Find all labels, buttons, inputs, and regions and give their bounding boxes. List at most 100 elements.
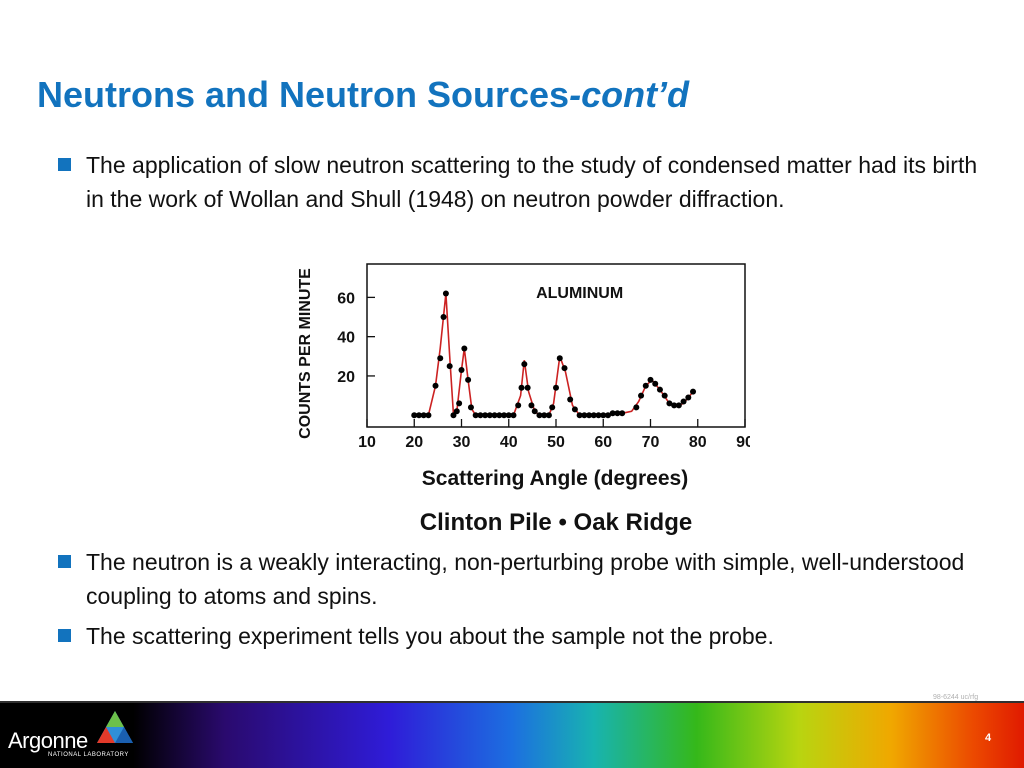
bullet-text: The neutron is a weakly interacting, non… — [86, 549, 965, 609]
plot-layer: 10 20 30 40 50 60 70 80 90 20 40 60 ALUMINUM COUNTS P… — [297, 263, 750, 536]
data-point — [458, 367, 465, 374]
data-point — [604, 412, 611, 419]
data-point — [571, 406, 578, 413]
data-point — [642, 382, 649, 389]
y-tick-label: 20 — [337, 369, 355, 386]
x-tick-label: 80 — [689, 434, 707, 451]
data-point — [472, 412, 479, 419]
data-point — [647, 376, 654, 383]
data-point — [553, 384, 559, 391]
data-point — [600, 412, 607, 419]
argonne-logo-subtext: NATIONAL LABORATORY — [48, 752, 129, 758]
data-point — [619, 410, 626, 417]
data-point — [633, 404, 640, 411]
data-point — [486, 412, 493, 419]
data-point — [680, 398, 687, 405]
slide-credit: 98-6244 uc/rfg — [933, 694, 979, 701]
data-point — [528, 402, 535, 409]
data-point — [581, 412, 588, 419]
data-point — [518, 384, 525, 391]
data-point — [586, 412, 593, 419]
data-point — [638, 392, 645, 399]
data-point — [450, 412, 457, 419]
data-point — [576, 412, 583, 419]
data-point — [521, 361, 528, 368]
bullet-item: The application of slow neutron scatteri… — [58, 148, 978, 216]
data-point — [415, 412, 422, 419]
data-point — [440, 314, 447, 321]
bullet-item: The scattering experiment tells you abou… — [58, 619, 978, 653]
x-tick-label: 30 — [453, 434, 471, 451]
data-point — [549, 404, 556, 411]
data-point — [671, 402, 678, 409]
data-point — [437, 355, 444, 362]
data-point — [482, 412, 489, 419]
slide-title-suffix: -cont’d — [569, 74, 690, 115]
data-point — [656, 386, 663, 393]
data-point — [567, 396, 574, 403]
page-number: 4 — [985, 732, 992, 744]
data-point — [442, 290, 449, 297]
data-point — [465, 376, 472, 383]
bullet-item: The neutron is a weakly interacting, non… — [58, 545, 978, 613]
data-point — [690, 388, 697, 395]
y-axis-label: COUNTS PER MINUTE — [297, 268, 314, 439]
data-point — [609, 410, 616, 417]
chart-caption: Clinton Pile • Oak Ridge — [420, 509, 692, 536]
data-point — [666, 400, 673, 407]
data-point — [524, 384, 531, 391]
slide-title: Neutrons and Neutron Sources-cont’d — [37, 74, 689, 116]
x-tick-label: 20 — [405, 434, 423, 451]
x-axis-label: Scattering Angle (degrees) — [422, 467, 688, 490]
data-point — [461, 345, 468, 352]
bullet-square-icon — [58, 555, 71, 568]
data-point — [453, 408, 460, 415]
bullet-square-icon — [58, 629, 71, 642]
fit-curve-line — [414, 293, 694, 418]
data-point — [515, 402, 522, 409]
footer-divider — [0, 701, 1024, 703]
y-tick-label: 40 — [337, 330, 355, 347]
data-point — [590, 412, 597, 419]
bullet-square-icon — [58, 158, 71, 171]
data-point — [425, 412, 432, 419]
data-point — [510, 412, 517, 419]
data-point — [661, 392, 668, 399]
data-point — [432, 382, 439, 389]
x-tick-label: 60 — [594, 434, 612, 451]
data-point — [446, 363, 453, 370]
data-point — [456, 400, 463, 407]
x-tick-label: 40 — [500, 434, 518, 451]
data-point — [467, 404, 474, 411]
data-point — [501, 412, 508, 419]
x-tick-label: 70 — [642, 434, 660, 451]
data-point — [561, 365, 568, 372]
x-tick-label: 50 — [547, 434, 565, 451]
data-point — [531, 408, 538, 415]
data-point — [536, 412, 543, 419]
data-point — [556, 355, 563, 362]
data-point — [477, 412, 484, 419]
argonne-logo-icon — [97, 711, 133, 743]
data-point — [652, 380, 659, 387]
data-point — [595, 412, 602, 419]
data-point — [420, 412, 427, 419]
x-tick-label: 10 — [358, 434, 376, 451]
y-tick-label: 60 — [337, 290, 355, 307]
data-point — [491, 412, 498, 419]
x-tick-label: 90 — [736, 434, 750, 451]
data-point — [614, 410, 621, 417]
data-point — [685, 394, 692, 401]
bullet-text: The application of slow neutron scatteri… — [86, 152, 978, 212]
argonne-logo-text: Argonne — [8, 728, 88, 753]
data-point — [411, 412, 418, 419]
data-point — [675, 402, 682, 409]
chart-inset-label: ALUMINUM — [536, 285, 623, 302]
data-point — [505, 412, 512, 419]
data-point — [545, 412, 552, 419]
data-point — [496, 412, 503, 419]
slide-title-main: Neutrons and Neutron Sources — [37, 74, 570, 115]
data-point — [541, 412, 548, 419]
aluminum-diffraction-chart: 10 20 30 40 50 60 70 80 90 20 40 60 ALUMINUM COUNTS P… — [297, 263, 750, 536]
footer-bar — [0, 701, 1024, 768]
